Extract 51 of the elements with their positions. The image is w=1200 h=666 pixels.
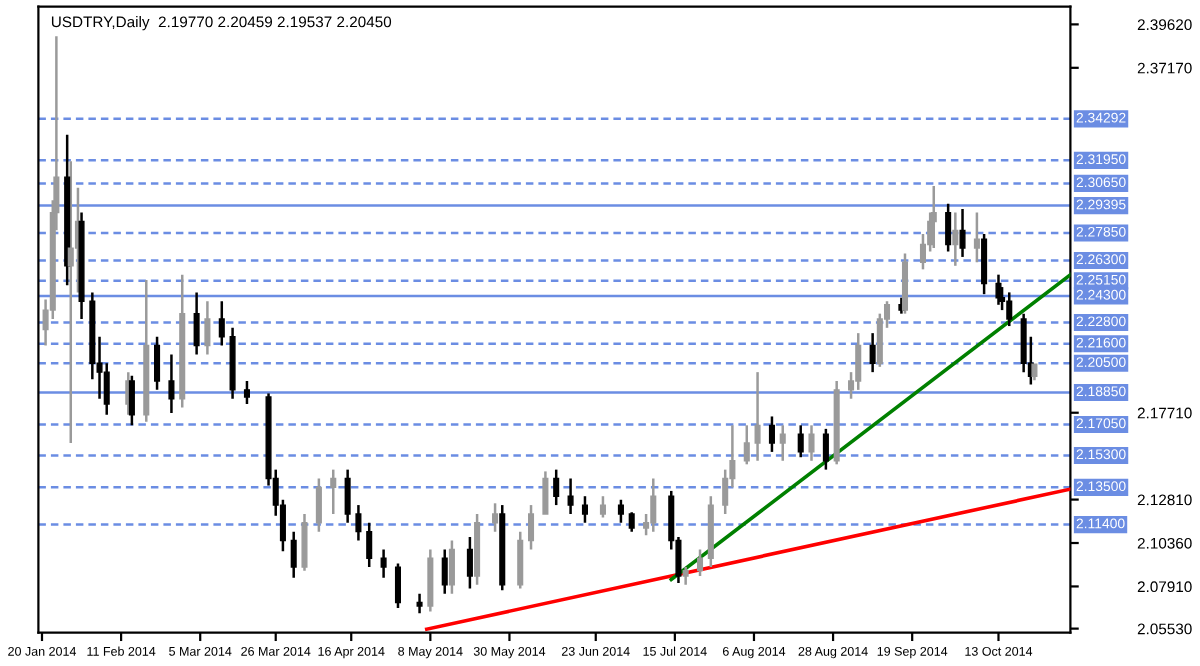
candlestick [355, 503, 362, 542]
candlestick [822, 427, 829, 471]
candlestick [696, 548, 704, 578]
candlestick [1006, 291, 1013, 328]
candlestick [650, 477, 657, 533]
candlestick [599, 494, 606, 519]
candlestick [394, 562, 402, 610]
candlestick [981, 232, 988, 296]
candlestick [581, 494, 588, 525]
candlestick [768, 415, 775, 454]
candlestick [995, 273, 1002, 307]
candlestick [945, 202, 952, 253]
candlestick [128, 374, 135, 427]
candlestick [168, 353, 175, 415]
candlestick [67, 159, 74, 445]
candlestick [973, 211, 980, 264]
candlestick [855, 331, 862, 392]
candlestick [492, 502, 499, 533]
candlestick [930, 184, 937, 250]
candlestick [204, 300, 211, 356]
candlestick [427, 548, 434, 613]
candlestick [466, 535, 473, 590]
candlestick [416, 592, 423, 615]
candlestick [517, 530, 524, 590]
candlestick [441, 548, 448, 595]
candlestick [743, 424, 750, 466]
candlestick [315, 477, 322, 533]
candlestick [553, 468, 560, 507]
candlestick [448, 539, 455, 595]
candlestick [542, 470, 549, 516]
candlestick [808, 424, 815, 463]
candlestick [567, 477, 574, 516]
candlestick [959, 207, 966, 259]
candlestick [290, 530, 297, 579]
candlestick [527, 503, 535, 551]
candlestick [869, 331, 876, 374]
candlestick [754, 370, 761, 463]
candlestick [617, 498, 624, 525]
candlestick [344, 468, 351, 525]
candlestick [797, 424, 804, 459]
candlestick [366, 521, 373, 569]
candlestick [779, 424, 786, 463]
candlestick [243, 379, 250, 406]
candlestick [301, 512, 308, 572]
candlestick [154, 335, 161, 392]
candlestick [330, 468, 337, 516]
candlestick [628, 510, 635, 533]
candlestick [380, 548, 387, 579]
candlestick [952, 211, 959, 268]
candlestick [218, 300, 225, 347]
candlestick [193, 291, 200, 356]
